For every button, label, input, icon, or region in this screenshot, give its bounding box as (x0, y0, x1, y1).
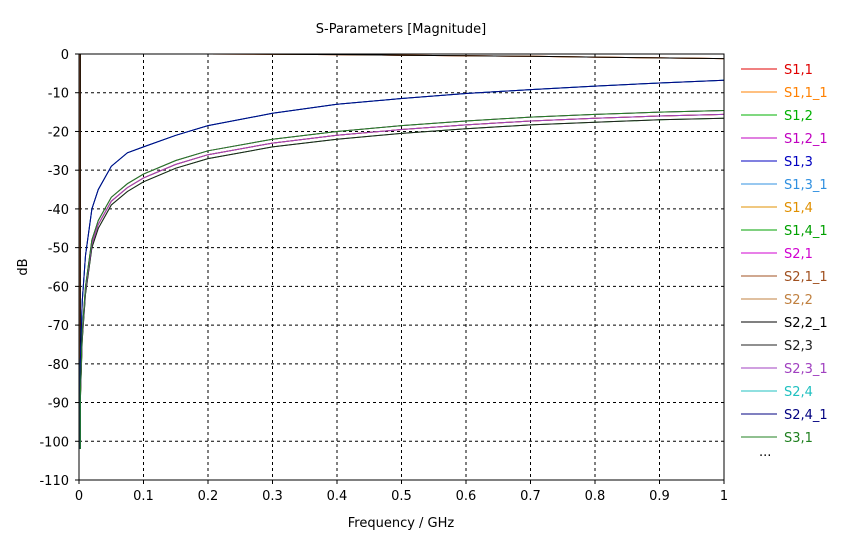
legend-label: S2,1_1 (784, 270, 828, 285)
x-tick-label: 0.7 (520, 489, 541, 504)
legend: S1,1 S1,1_1 S1,2 S1,2_1 S1,3 S1,3_1 S1,4 S1,4_1… (741, 63, 828, 446)
legend-label: S1,2 (784, 109, 813, 124)
x-tick-label: 0.3 (262, 489, 283, 504)
y-axis-ticks: 0 -10 -20 -30 -40 -50 -60 -70 -80 -90 -100 -110 (39, 48, 79, 489)
x-tick-label: 0.8 (585, 489, 606, 504)
x-tick-label: 0.6 (456, 489, 477, 504)
legend-label: S1,1 (784, 63, 813, 78)
legend-label: S2,2_1 (784, 316, 828, 331)
legend-label: S2,3_1 (784, 362, 828, 377)
legend-label: S1,3 (784, 155, 813, 170)
legend-label: S1,3_1 (784, 178, 828, 193)
x-tick-label: 0.1 (133, 489, 154, 504)
y-tick-label: -30 (48, 164, 69, 179)
legend-label: S1,4 (784, 201, 813, 216)
y-tick-label: -10 (48, 87, 69, 102)
y-tick-label: -40 (48, 203, 69, 218)
series-line-s3-1 (79, 110, 725, 449)
y-tick-label: -70 (48, 319, 69, 334)
x-tick-label: 0 (75, 489, 83, 504)
legend-label: S1,2_1 (784, 132, 828, 147)
y-tick-label: 0 (61, 48, 69, 63)
y-tick-label: -80 (48, 358, 69, 373)
x-tick-label: 0.2 (198, 489, 219, 504)
y-tick-label: -60 (48, 280, 69, 295)
legend-label: S1,1_1 (784, 86, 828, 101)
chart-title: S-Parameters [Magnitude] (316, 22, 487, 37)
x-tick-label: 0.5 (391, 489, 412, 504)
y-tick-label: -20 (48, 125, 69, 140)
legend-label: S2,2 (784, 293, 813, 308)
y-tick-label: -50 (48, 242, 69, 257)
y-axis-label: dB (16, 258, 31, 275)
legend-label: S2,3 (784, 339, 813, 354)
x-axis-ticks: 0 0.1 0.2 0.3 0.4 0.5 0.6 0.7 0.8 0.9 1 (75, 480, 728, 504)
y-tick-label: -110 (39, 474, 69, 489)
x-tick-label: 0.4 (327, 489, 348, 504)
x-axis-label: Frequency / GHz (348, 516, 455, 531)
legend-label: S2,1 (784, 247, 813, 262)
legend-label: S2,4_1 (784, 408, 828, 423)
y-tick-label: -90 (48, 397, 69, 412)
x-tick-label: 0.9 (649, 489, 670, 504)
legend-label: S1,4_1 (784, 224, 828, 239)
legend-label: S3,1 (784, 431, 813, 446)
x-tick-label: 1 (720, 489, 728, 504)
grid (79, 54, 724, 480)
legend-more: ... (759, 445, 771, 460)
y-tick-label: -100 (39, 435, 69, 450)
legend-label: S2,4 (784, 385, 813, 400)
series-line-s2-4-1 (79, 79, 725, 449)
